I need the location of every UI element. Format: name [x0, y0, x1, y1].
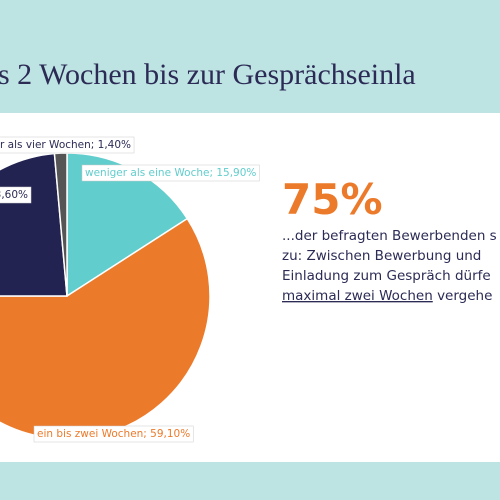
slide-title: s 2 Wochen bis zur Gesprächseinla [0, 58, 416, 91]
slice-label: weniger als eine Woche; 15,90% [85, 167, 256, 179]
callout-line: ...der befragten Bewerbenden s [282, 228, 497, 244]
label-box [33, 425, 194, 443]
slice-label: ein bis zwei Wochen; 59,10% [37, 428, 190, 440]
pie-chart: weniger als eine Woche; 15,90% ein bis zw… [0, 136, 260, 443]
label-box [0, 136, 135, 154]
stat: 75% [282, 175, 383, 224]
footer-band [0, 462, 500, 500]
label-box [0, 186, 32, 204]
callout-line: Einladung zum Gespräch dürfe [282, 268, 491, 284]
callout-line: maximal zwei Wochen vergehe [282, 288, 492, 304]
callout-line: zu: Zwischen Bewerbung und [282, 248, 481, 264]
slice-label: r als vier Wochen; 1,40% [0, 139, 131, 151]
label-box [81, 164, 260, 182]
slice-label: 23,60% [0, 189, 28, 201]
callout-rest: vergehe [437, 288, 492, 304]
underlined-text: maximal zwei Wochen [282, 288, 433, 304]
header-band [0, 0, 500, 113]
